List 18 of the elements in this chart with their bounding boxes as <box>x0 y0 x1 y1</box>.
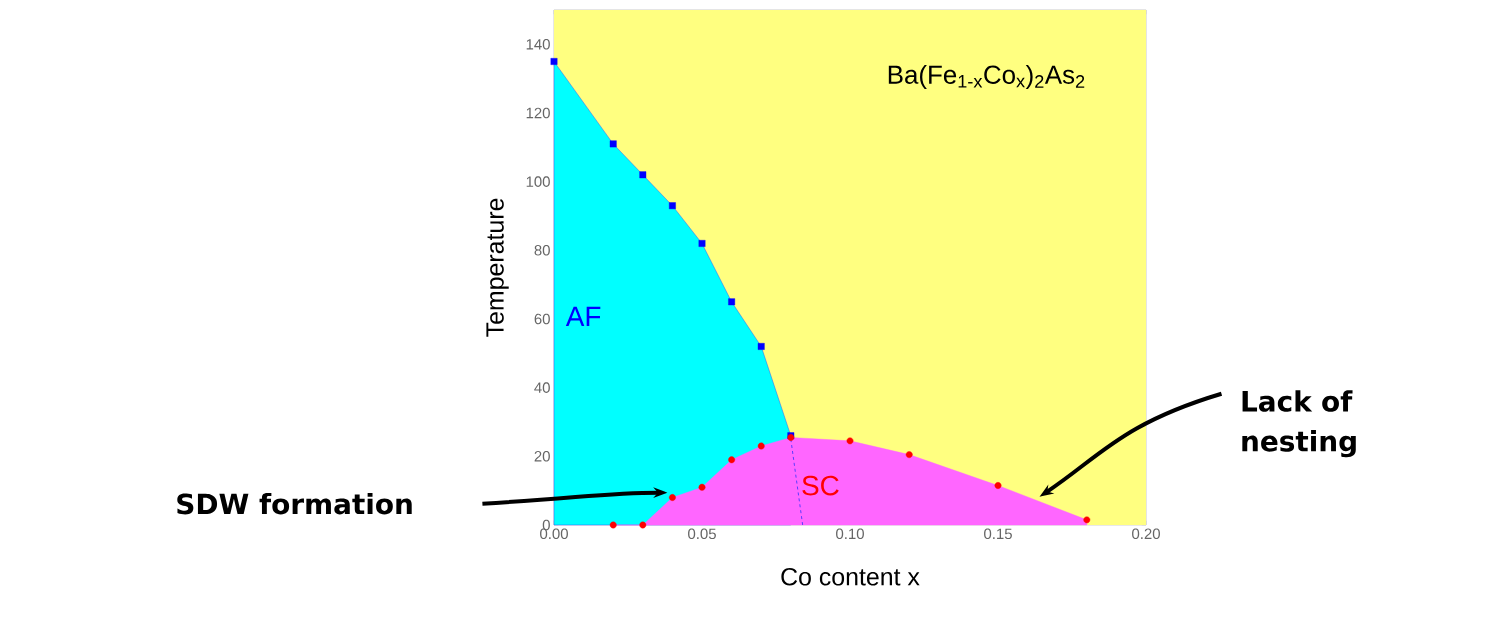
y-axis-title: Temperature <box>486 198 509 337</box>
x-tick-label: 0.10 <box>836 528 864 540</box>
y-tick-label: 120 <box>526 107 550 119</box>
series-label: SC <box>802 475 839 496</box>
series-label: AF <box>565 306 601 327</box>
y-tick-label: 20 <box>534 451 550 462</box>
y-tick-label: 40 <box>534 382 550 393</box>
text: SDW formation <box>177 492 412 515</box>
x-tick-label: 0.20 <box>1132 528 1160 540</box>
x-axis-title: Co content x <box>781 567 920 586</box>
y-tick-label: 140 <box>526 39 550 50</box>
text: Lack of nesting <box>1242 390 1356 458</box>
y-tick-label: 60 <box>534 313 550 325</box>
annotation: Ba(Fe$_{1-x}$Co$_{x}$)$_{2}$As$_{2}$ <box>888 64 1085 89</box>
y-tick-label: 80 <box>534 245 550 256</box>
x-tick-label: 0.05 <box>688 528 716 540</box>
y-tick-label: 100 <box>526 176 550 187</box>
x-tick-label: 0.15 <box>984 528 1012 540</box>
